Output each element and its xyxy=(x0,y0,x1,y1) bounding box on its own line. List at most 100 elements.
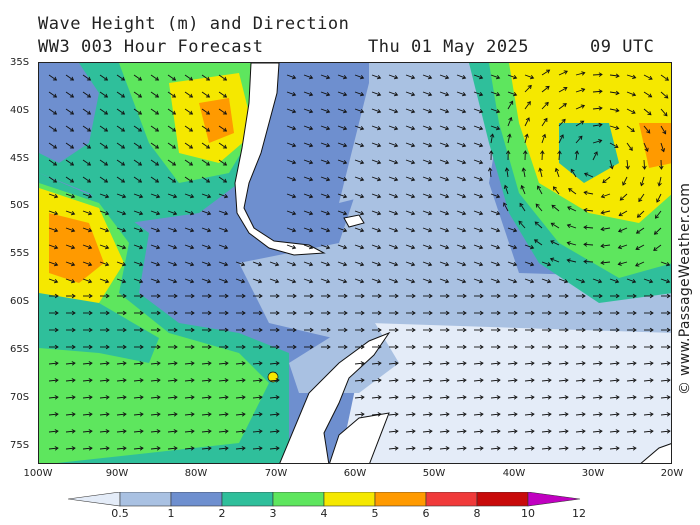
wave-arrow xyxy=(640,176,645,186)
wave-arrow-head xyxy=(617,228,623,233)
wave-arrow xyxy=(99,362,109,365)
wave-arrow-head xyxy=(342,126,348,131)
wave-arrow-head xyxy=(428,327,433,333)
colorbar-max-arrow xyxy=(527,492,581,507)
wave-arrow-head xyxy=(598,446,603,451)
wave-arrow xyxy=(592,413,602,416)
lat-label: 45S xyxy=(10,153,30,164)
wave-arrow xyxy=(184,413,194,416)
wave-arrow-head xyxy=(428,412,433,417)
wave-arrow xyxy=(643,379,653,382)
wave-arrow xyxy=(567,259,577,263)
wave-arrow-head xyxy=(461,92,467,97)
wave-arrow xyxy=(99,396,109,399)
wave-arrow-head xyxy=(461,126,467,131)
wave-arrow xyxy=(592,151,598,161)
wave-arrow-head xyxy=(190,310,195,316)
wave-arrow xyxy=(116,244,126,249)
wave-arrow xyxy=(201,362,211,365)
wave-arrow-head xyxy=(105,429,110,434)
wave-arrow xyxy=(456,108,466,113)
wave-arrow-head xyxy=(598,429,603,434)
wave-arrow xyxy=(584,173,594,178)
wave-arrow xyxy=(456,362,466,365)
wave-arrow-head xyxy=(376,211,382,216)
wave-arrow xyxy=(405,396,415,399)
wave-arrow-head xyxy=(360,361,365,366)
wave-arrow-head xyxy=(428,378,433,383)
wave-arrow xyxy=(473,261,483,266)
wave-arrow xyxy=(337,176,347,181)
wave-arrow-head xyxy=(189,279,195,284)
wave-arrow-head xyxy=(410,177,416,182)
wave-arrow-head xyxy=(88,429,93,434)
wave-arrow-head xyxy=(563,86,568,91)
wave-arrow-head xyxy=(444,279,450,284)
wave-arrow-head xyxy=(71,446,76,451)
wave-arrow-head xyxy=(544,101,549,106)
wave-arrow xyxy=(609,447,619,450)
wave-arrow xyxy=(507,117,512,127)
wave-arrow xyxy=(99,108,108,115)
wave-arrow-head xyxy=(205,127,211,132)
wave-arrow-head xyxy=(138,228,144,233)
wave-arrow xyxy=(473,108,483,113)
wave-arrow-head xyxy=(444,75,450,80)
wave-arrow xyxy=(133,430,143,433)
wave-arrow-head xyxy=(171,161,177,166)
wave-arrow-head xyxy=(291,75,297,80)
wave-arrow-head xyxy=(567,206,572,211)
wave-arrow-head xyxy=(207,327,212,333)
wave-arrow-head xyxy=(258,327,263,333)
wave-arrow xyxy=(218,413,228,416)
wave-arrow-head xyxy=(207,361,212,366)
wave-arrow xyxy=(422,430,432,433)
wave-arrow xyxy=(553,186,560,195)
wave-arrow xyxy=(643,362,653,365)
wave-arrow-head xyxy=(205,76,211,81)
wave-arrow xyxy=(490,125,500,130)
wave-arrow xyxy=(167,278,177,283)
wave-arrow xyxy=(609,91,619,94)
wave-arrow xyxy=(405,362,415,365)
wave-arrow-head xyxy=(88,327,93,333)
lat-label: 35S xyxy=(10,57,30,68)
wave-arrow-head xyxy=(410,92,416,97)
wave-arrow-head xyxy=(666,429,671,434)
wave-arrow-head xyxy=(87,194,93,199)
wave-arrow xyxy=(235,396,245,399)
wave-arrow-head xyxy=(394,310,399,316)
wave-arrow-head xyxy=(172,211,178,216)
wave-arrow xyxy=(116,278,126,283)
wave-arrow-head xyxy=(566,223,572,229)
wave-arrow xyxy=(504,185,509,195)
wave-arrow xyxy=(65,193,75,198)
wave-arrow-head xyxy=(71,395,76,400)
wave-arrow-head xyxy=(393,177,399,182)
wave-arrow xyxy=(584,209,594,212)
wave-arrow xyxy=(643,91,652,98)
wave-arrow xyxy=(371,108,381,113)
wave-arrow xyxy=(167,159,176,166)
wave-arrow-head xyxy=(88,446,93,451)
wave-arrow xyxy=(439,430,449,433)
wave-arrow xyxy=(150,413,160,416)
wave-arrow xyxy=(167,379,177,382)
wave-arrow-head xyxy=(105,361,110,366)
wave-arrow-head xyxy=(120,110,126,115)
wave-arrow-head xyxy=(342,160,348,165)
wave-arrow xyxy=(660,108,668,117)
wave-arrow xyxy=(422,413,432,416)
wave-arrow-head xyxy=(308,126,314,131)
wave-arrow-head xyxy=(649,429,654,434)
wave-arrow xyxy=(99,125,108,132)
wave-arrow xyxy=(643,108,652,116)
wave-arrow xyxy=(303,244,313,249)
wave-arrow xyxy=(48,193,58,198)
wave-arrow-head xyxy=(189,211,195,216)
wave-arrow xyxy=(371,91,381,96)
wave-arrow-head xyxy=(275,344,280,350)
wave-arrow-head xyxy=(530,310,535,316)
wave-arrow xyxy=(133,227,143,232)
wave-arrow-head xyxy=(445,310,450,316)
